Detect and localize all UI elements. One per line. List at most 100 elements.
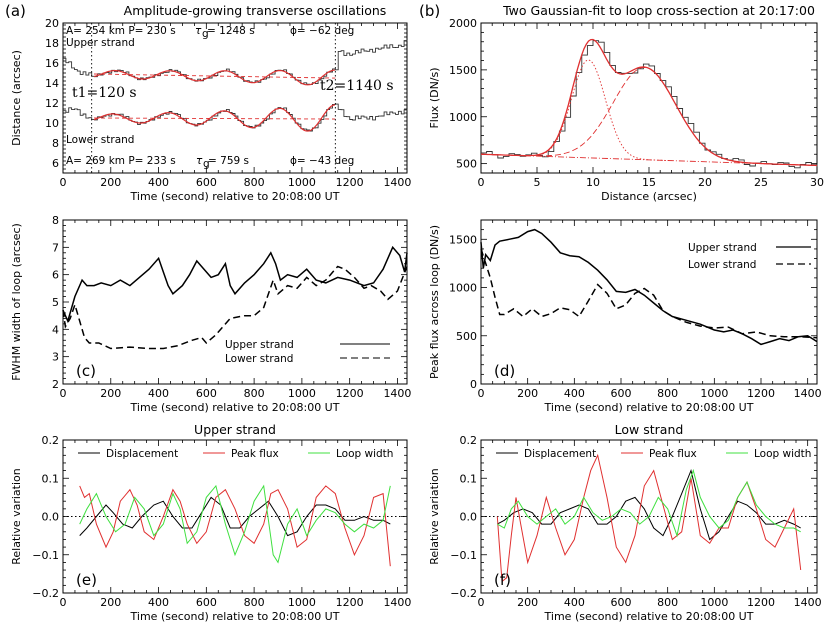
y-tick-label: 500 [456, 158, 477, 171]
x-tick-label: 5 [534, 176, 541, 189]
y-tick-label: 1500 [449, 64, 477, 77]
x-tick-label: 800 [657, 596, 678, 609]
lower-strand-tau-value: = 759 s [208, 155, 249, 167]
y-tick-label: 0.0 [42, 511, 60, 524]
panel-label: (c) [76, 362, 96, 380]
x-tick-label: 1000 [700, 387, 728, 400]
x-tick-label: 1200 [336, 596, 364, 609]
y-tick-label: 4 [52, 323, 59, 336]
x-tick-label: 200 [100, 176, 121, 189]
upper-strand-trend-line [94, 73, 336, 79]
x-tick-label: 200 [517, 387, 538, 400]
x-tick-label: 400 [564, 596, 585, 609]
x-tick-label: 600 [196, 176, 217, 189]
y-tick-label: 500 [456, 330, 477, 343]
plot-frame [480, 22, 818, 174]
y-axis-label: FWHM width of loop (arcsec) [10, 223, 23, 381]
y-tick-label: 8 [52, 137, 59, 150]
legend-label: Loop width [336, 448, 393, 460]
panel-label: (d) [494, 362, 515, 380]
t2-label: t2=1140 s [320, 78, 394, 94]
x-tick-label: 1200 [747, 387, 775, 400]
x-tick-label: 600 [196, 387, 217, 400]
x-tick-label: 400 [148, 176, 169, 189]
y-tick-label: 3 [52, 351, 59, 364]
y-tick-label: 1000 [449, 111, 477, 124]
gaussian-1-curve [514, 59, 672, 162]
x-tick-label: 200 [100, 387, 121, 400]
x-tick-label: 0 [60, 596, 67, 609]
y-tick-label: 8 [52, 214, 59, 227]
chart-title: Upper strand [194, 422, 276, 437]
upper-strand-params: A= 254 km P= 230 s [66, 25, 176, 37]
upper-strand-tau-subscript: g [202, 28, 209, 40]
legend-label: Peak flux [231, 448, 279, 460]
x-axis-label: Time (second) relative to 20:08:00 UT [130, 610, 340, 623]
y-axis-label: Peak flux across loop (DN/s) [428, 225, 441, 379]
y-tick-label: 10 [45, 117, 59, 130]
panel-label: (f) [494, 571, 511, 589]
x-axis-label: Time (second) relative to 20:08:00 UT [130, 401, 340, 414]
y-tick-label: 14 [45, 77, 59, 90]
lower-strand-trend-line [94, 117, 336, 120]
x-tick-label: 400 [564, 387, 585, 400]
panel-d: 0 200 400 600 800 1000 1200 1400 0 500 1000 1500 Tim… [428, 219, 822, 414]
x-axis-label: Distance (arcsec) [601, 190, 697, 203]
legend-label: Upper strand [688, 242, 757, 254]
x-tick-label: 800 [244, 387, 265, 400]
panel-a: 0 200 400 600 800 1000 1200 1400 6 8 10 12 14 16 18 20 T… [5, 2, 411, 203]
panel-label: (b) [419, 2, 440, 20]
x-tick-label: 0 [60, 176, 67, 189]
t1-label: t1=120 s [72, 85, 137, 101]
x-tick-label: 1400 [794, 387, 822, 400]
x-tick-label: 0 [60, 387, 67, 400]
panel-c: 0 200 400 600 800 1000 1200 1400 2 3 4 5 6 7 8 Time (se… [10, 214, 411, 414]
y-tick-label: −0.2 [450, 587, 477, 600]
lower-strand-params: A= 269 km P= 233 s [66, 155, 176, 167]
y-tick-label: 0.1 [460, 472, 478, 485]
legend-label: Displacement [106, 448, 178, 460]
gaussian-2-curve [537, 66, 773, 165]
y-tick-label: 16 [45, 57, 59, 70]
series-line-peak-flux [79, 485, 391, 567]
panel-b: 0 5 10 15 20 25 30 500 1000 1500 2000 Distance (arc… [419, 2, 824, 203]
legend-label: Displacement [524, 448, 596, 460]
x-tick-label: 1000 [700, 596, 728, 609]
series-line-upper-strand [480, 228, 818, 346]
upper-strand-fit-curve [93, 69, 335, 86]
plot-frame [62, 22, 408, 174]
upper-strand-data-curve [63, 40, 408, 86]
x-tick-label: 400 [148, 596, 169, 609]
lower-strand-label: Lower strand [66, 134, 134, 146]
x-tick-label: 800 [244, 596, 265, 609]
x-tick-label: 600 [611, 596, 632, 609]
x-tick-label: 200 [100, 596, 121, 609]
y-tick-label: 2 [52, 378, 59, 391]
y-tick-label: 0.2 [460, 434, 478, 447]
legend-label: Upper strand [225, 339, 294, 351]
cross-section-data-curve [481, 40, 818, 169]
chart-title: Two Gaussian-fit to loop cross-section a… [502, 3, 815, 18]
x-tick-label: 1000 [288, 387, 316, 400]
y-tick-label: 20 [45, 17, 59, 30]
lower-strand-fit-curve [93, 104, 335, 132]
y-tick-label: 18 [45, 37, 59, 50]
y-tick-label: −0.1 [450, 549, 477, 562]
y-tick-label: 7 [52, 241, 59, 254]
lower-strand-tau: τ [196, 155, 203, 167]
y-tick-label: 0.0 [460, 511, 478, 524]
x-tick-label: 0 [478, 387, 485, 400]
x-tick-label: 0 [478, 596, 485, 609]
panel-label: (e) [76, 571, 97, 589]
x-tick-label: 1000 [288, 176, 316, 189]
x-tick-label: 1400 [383, 387, 411, 400]
legend-label: Peak flux [649, 448, 697, 460]
y-axis-label: Flux (DN/s) [428, 67, 441, 128]
y-tick-label: 6 [52, 269, 59, 282]
total-fit-curve [480, 38, 818, 167]
y-tick-label: −0.1 [32, 549, 59, 562]
x-tick-label: 0 [478, 176, 485, 189]
x-tick-label: 1400 [383, 176, 411, 189]
series-line-upper-strand [62, 245, 408, 324]
